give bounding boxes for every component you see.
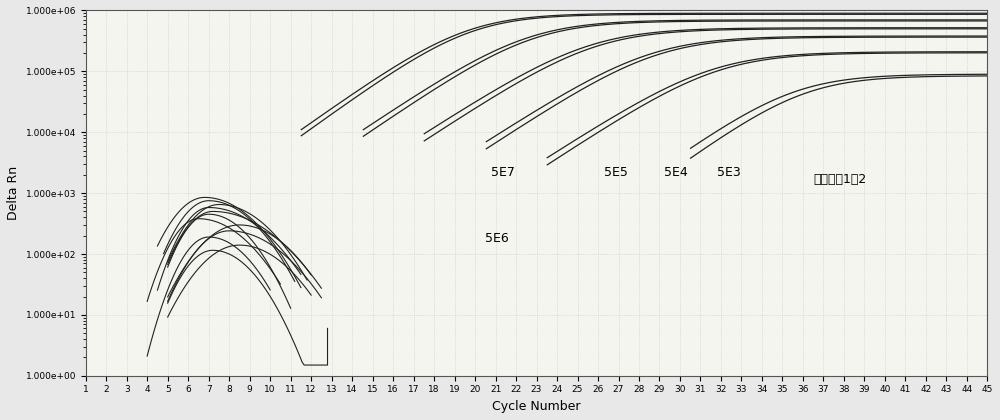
- X-axis label: Cycle Number: Cycle Number: [492, 400, 581, 413]
- Text: 5E5: 5E5: [604, 166, 628, 179]
- Text: 5E6: 5E6: [485, 232, 509, 245]
- Text: 5E3: 5E3: [717, 166, 741, 179]
- Text: 阳性标本1、2: 阳性标本1、2: [813, 173, 866, 186]
- Text: 5E7: 5E7: [491, 166, 515, 179]
- Y-axis label: Delta Rn: Delta Rn: [7, 166, 20, 220]
- Text: 5E4: 5E4: [664, 166, 687, 179]
